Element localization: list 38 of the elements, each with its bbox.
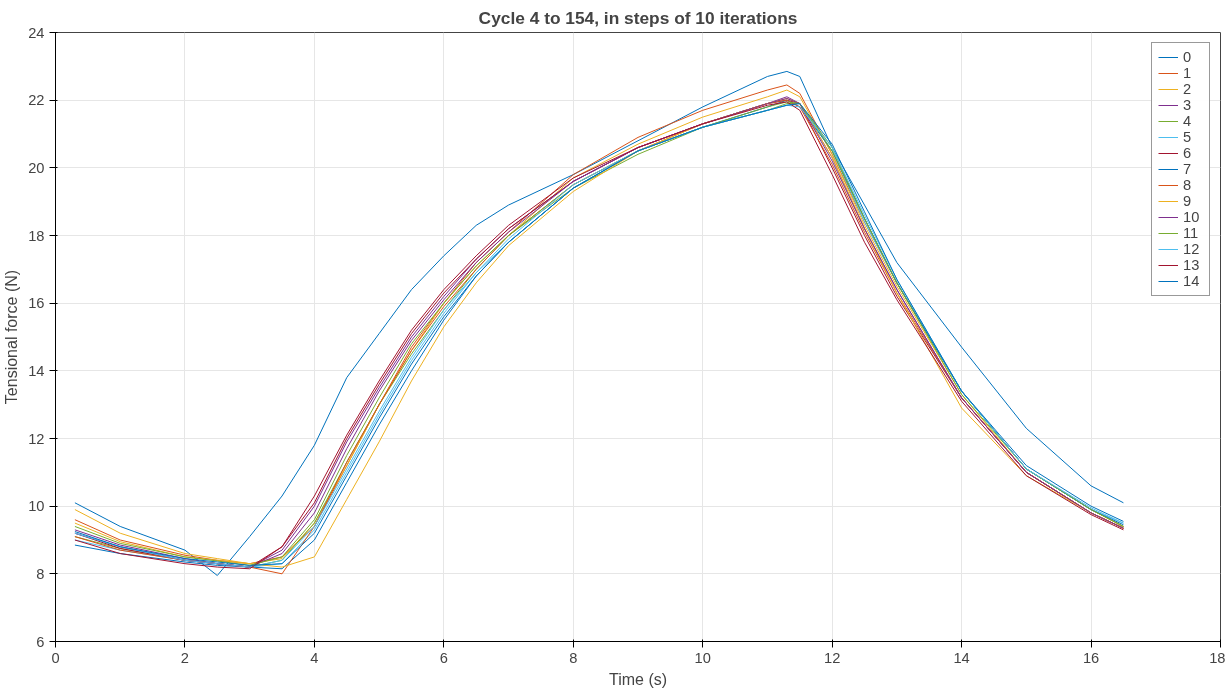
legend-label: 4 [1183,113,1193,129]
legend-label: 6 [1183,145,1193,161]
legend-label: 9 [1183,193,1193,209]
y-tick-label: 22 [28,92,45,109]
legend-label: 0 [1183,49,1193,65]
x-tick-label: 6 [439,649,448,666]
chart-title: Cycle 4 to 154, in steps of 10 iterations [478,7,798,28]
x-axis-title: Time (s) [608,670,668,688]
x-tick-label: 16 [1082,649,1100,666]
legend-label: 3 [1183,97,1193,113]
x-tick-label: 0 [51,649,60,666]
legend-label: 5 [1183,129,1193,145]
x-tick-label: 2 [180,649,190,666]
y-tick-label: 20 [28,159,45,176]
x-tick-label: 18 [1209,649,1226,666]
y-tick-label: 16 [28,295,45,312]
legend-label: 7 [1183,161,1193,177]
legend-label: 1 [1183,65,1193,81]
y-tick-label: 14 [28,362,45,379]
x-tick-label: 4 [310,649,319,666]
x-tick-label: 8 [569,649,578,666]
y-tick-label: 8 [36,565,45,582]
y-axis-title: Tensional force (N) [3,269,21,405]
legend-label: 13 [1183,257,1201,273]
y-tick-label: 10 [28,498,45,515]
y-tick-label: 6 [36,633,45,650]
y-tick-label: 18 [28,227,45,244]
legend-label: 2 [1183,81,1193,97]
y-tick-label: 12 [28,430,45,447]
x-tick-label: 12 [824,649,841,666]
legend-label: 8 [1183,177,1193,193]
legend-label: 11 [1183,225,1200,241]
legend-label: 10 [1183,209,1201,225]
x-tick-label: 10 [694,649,711,666]
y-tick-label: 24 [28,24,45,41]
legend-label: 12 [1183,241,1201,257]
legend-label: 14 [1183,273,1201,289]
x-tick-label: 14 [953,649,970,666]
